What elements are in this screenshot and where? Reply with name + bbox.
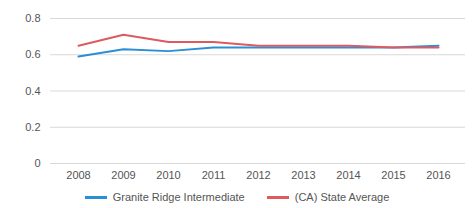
svg-text:2015: 2015: [381, 169, 405, 181]
svg-text:2016: 2016: [426, 169, 450, 181]
svg-text:0.4: 0.4: [25, 85, 40, 97]
svg-text:2014: 2014: [336, 169, 360, 181]
svg-text:0: 0: [34, 157, 40, 169]
html-text:Granite Ridge Intermediate: Granite Ridge Intermediate: [112, 191, 245, 203]
svg-text:0.6: 0.6: [25, 48, 40, 60]
svg-text:2010: 2010: [156, 169, 180, 181]
svg-text:2008: 2008: [66, 169, 90, 181]
svg-text:2009: 2009: [111, 169, 135, 181]
svg-text:2012: 2012: [246, 169, 270, 181]
svg-text:2013: 2013: [291, 169, 315, 181]
svg-text:0.8: 0.8: [25, 12, 40, 24]
svg-text:0.2: 0.2: [25, 121, 40, 133]
svg-text:2011: 2011: [202, 169, 226, 181]
html-text:(CA) State Average: (CA) State Average: [294, 191, 390, 203]
